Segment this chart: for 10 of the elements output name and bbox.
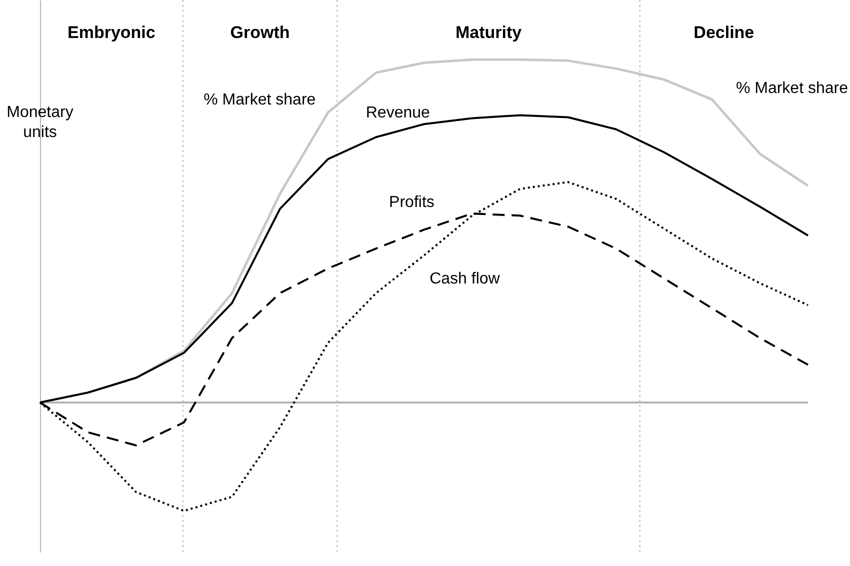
series-label: Profits bbox=[389, 194, 434, 211]
text: Maturity bbox=[455, 23, 522, 42]
series-label: Revenue bbox=[366, 104, 430, 122]
text: Decline bbox=[694, 23, 754, 42]
series-label: Cash flow bbox=[430, 270, 500, 288]
series-label: % Market share bbox=[204, 91, 316, 108]
text: Embryonic bbox=[67, 23, 156, 42]
y-axis-title: Monetary units bbox=[6, 104, 74, 141]
text: Growth bbox=[230, 23, 290, 42]
y2-axis-title: % Market share bbox=[736, 80, 848, 97]
